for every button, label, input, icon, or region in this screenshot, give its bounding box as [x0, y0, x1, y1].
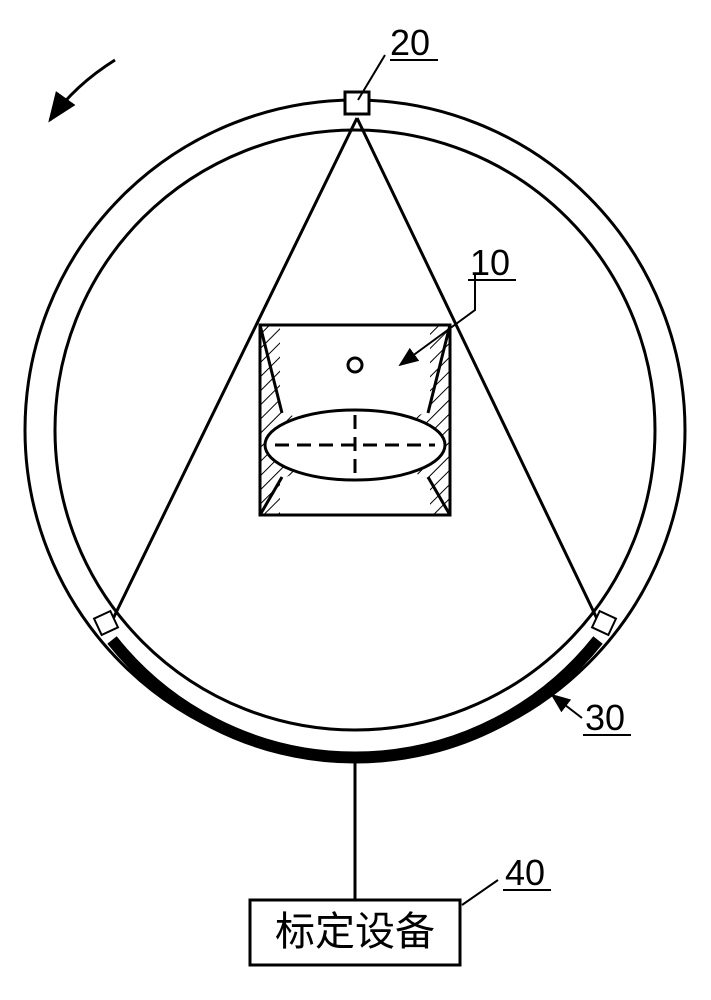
label-20: 20 [390, 22, 430, 63]
xray-source [345, 92, 369, 114]
label-30: 30 [585, 697, 625, 738]
label-40: 40 [505, 852, 545, 893]
rotation-arrow [50, 60, 115, 120]
leader-30 [552, 695, 582, 718]
leader-40 [462, 880, 498, 905]
detector-arc [112, 640, 598, 758]
calibration-label: 标定设备 [275, 909, 435, 954]
leader-20 [358, 55, 385, 100]
label-10: 10 [470, 242, 510, 283]
phantom [260, 325, 450, 515]
